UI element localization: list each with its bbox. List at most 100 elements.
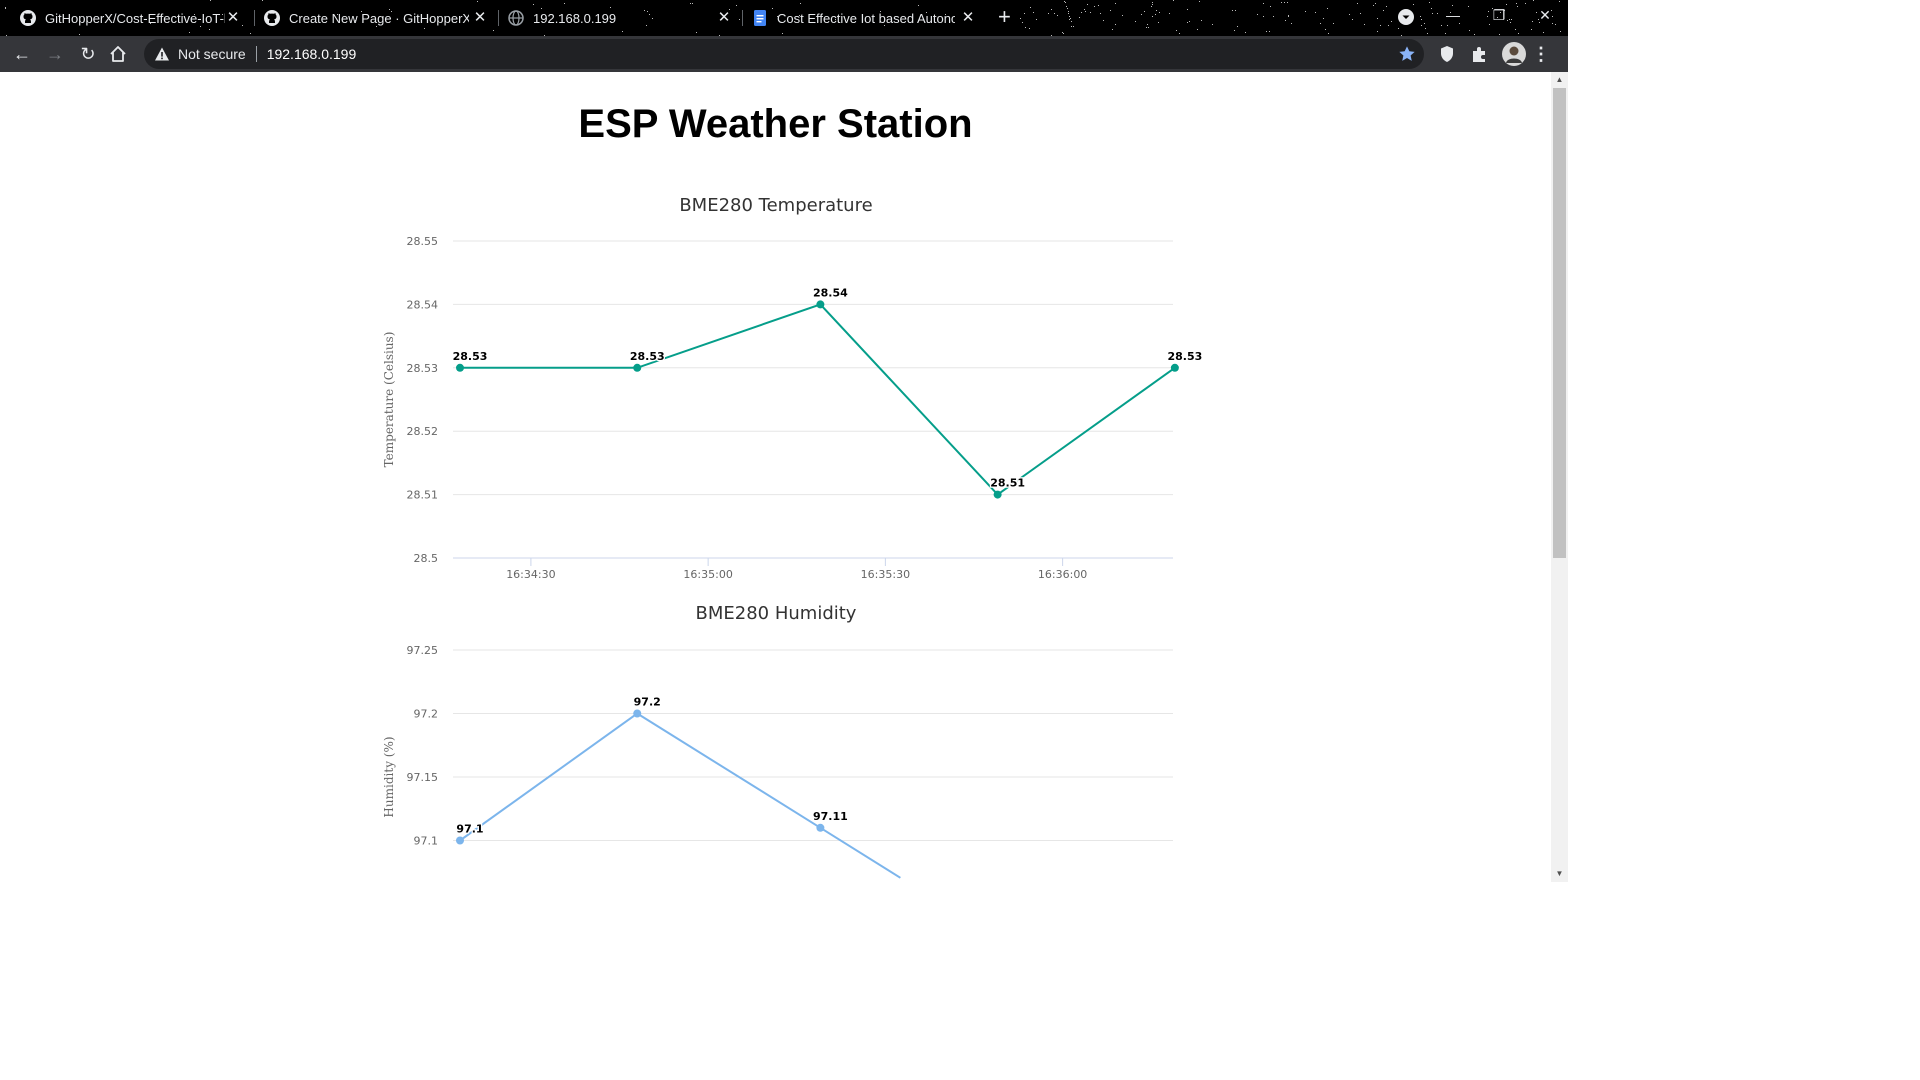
star-dot	[1197, 28, 1199, 30]
tab-create-new-page[interactable]: Create New Page · GitHopperX/A ✕	[244, 0, 494, 36]
tab-google-doc[interactable]: Cost Effective Iot based Autonom ✕	[732, 0, 982, 36]
chrome-menu-icon[interactable]: ⋮	[1532, 44, 1550, 64]
globe-icon	[508, 10, 524, 26]
tab-close-icon[interactable]: ✕	[473, 9, 487, 26]
star-dot	[1064, 2, 1066, 4]
address-bar[interactable]: Not secure 192.168.0.199	[144, 39, 1424, 69]
data-label: 97.1	[456, 823, 483, 836]
star-dot	[1066, 7, 1068, 9]
star-dot	[1351, 19, 1353, 21]
star-dot	[493, 29, 495, 31]
star-dot	[563, 2, 565, 4]
minimize-icon[interactable]: —	[1446, 7, 1460, 23]
star-dot	[1375, 2, 1377, 4]
star-dot	[1332, 23, 1334, 25]
star-dot	[1186, 8, 1188, 10]
star-dot	[1421, 18, 1423, 20]
star-dot	[649, 13, 651, 15]
star-dot	[1398, 27, 1400, 29]
star-dot	[1084, 11, 1086, 13]
star-dot	[262, 0, 264, 2]
star-dot	[1486, 15, 1488, 17]
star-dot	[540, 8, 542, 10]
page-viewport: ESP Weather Station BME280 Temperature 28…	[0, 72, 1551, 882]
tab-search-chevron-icon[interactable]	[1398, 9, 1414, 25]
star-dot	[1280, 2, 1282, 4]
star-dot	[1065, 5, 1067, 7]
star-dot	[242, 25, 244, 27]
chart-title: BME280 Temperature	[679, 195, 872, 216]
star-dot	[1067, 10, 1069, 12]
data-label: 97.2	[634, 696, 661, 709]
tab-weather-station[interactable]: 192.168.0.199 ✕	[488, 0, 738, 36]
star-dot	[1150, 5, 1152, 7]
star-dot	[1023, 12, 1025, 14]
scrollbar-thumb[interactable]	[1553, 88, 1566, 558]
tab-close-icon[interactable]: ✕	[226, 9, 240, 26]
star-dot	[1506, 3, 1508, 5]
star-dot	[1510, 21, 1512, 23]
back-arrow-icon[interactable]: ←	[13, 44, 31, 64]
tab-close-icon[interactable]: ✕	[717, 9, 731, 26]
star-dot	[1445, 32, 1447, 34]
star-dot	[1506, 19, 1508, 21]
star-dot	[880, 10, 882, 12]
star-dot	[1257, 13, 1259, 15]
new-tab-plus-icon[interactable]: +	[998, 4, 1011, 29]
star-dot	[1071, 21, 1073, 23]
star-dot	[621, 31, 623, 33]
reload-icon[interactable]: ↻	[80, 44, 96, 64]
vertical-scrollbar[interactable]: ▲ ▼	[1551, 72, 1568, 882]
scroll-up-arrow-icon[interactable]: ▲	[1555, 75, 1564, 84]
star-dot	[718, 34, 720, 36]
star-dot	[1420, 24, 1422, 26]
star-dot	[1437, 12, 1439, 14]
star-dot	[1114, 24, 1116, 26]
star-dot	[1286, 1, 1288, 3]
star-dot	[1035, 19, 1037, 21]
y-tick-label: 97.1	[414, 835, 439, 848]
star-dot	[1376, 17, 1378, 19]
star-dot	[1063, 33, 1064, 35]
star-dot	[1211, 23, 1213, 25]
profile-avatar[interactable]	[1502, 42, 1526, 66]
star-dot	[391, 11, 393, 13]
tab-title: Create New Page · GitHopperX/A	[289, 10, 469, 26]
star-dot	[1468, 6, 1470, 8]
star-dot	[1029, 28, 1031, 30]
star-dot	[1080, 11, 1082, 13]
star-dot	[1290, 22, 1292, 24]
shield-extension-icon[interactable]	[1437, 44, 1457, 64]
star-dot	[1143, 10, 1145, 12]
star-dot	[925, 12, 927, 14]
data-label: 97.11	[813, 810, 848, 823]
star-dot	[800, 2, 802, 4]
star-dot	[799, 14, 801, 16]
star-dot	[1388, 25, 1390, 27]
bookmark-star-icon[interactable]	[1398, 45, 1416, 63]
restore-icon[interactable]: ❐	[1492, 7, 1506, 23]
tab-close-icon[interactable]: ✕	[961, 9, 975, 26]
url-text[interactable]: 192.168.0.199	[266, 46, 357, 62]
extensions-puzzle-icon[interactable]	[1470, 44, 1490, 64]
star-dot	[1266, 31, 1268, 33]
star-dot	[1327, 7, 1329, 9]
star-dot	[1538, 18, 1540, 20]
star-dot	[1509, 19, 1511, 20]
humidity-chart: BME280 Humidity 97.25 97.2 97.15 97.1 Humidit…	[382, 603, 1173, 879]
star-dot	[651, 17, 653, 19]
y-tick-label: 28.52	[407, 425, 439, 438]
y-tick-label: 28.55	[407, 235, 439, 248]
y-tick-label: 28.51	[407, 489, 439, 502]
star-dot	[1288, 15, 1290, 17]
star-dot	[1488, 10, 1490, 12]
security-label[interactable]: Not secure	[178, 46, 246, 62]
warning-triangle-icon[interactable]	[154, 46, 170, 62]
tab-github-repo[interactable]: GitHopperX/Cost-Effective-IoT-b ✕	[0, 0, 250, 36]
forward-arrow-icon[interactable]: →	[46, 44, 64, 64]
star-dot	[1178, 32, 1180, 34]
home-icon[interactable]	[108, 44, 128, 64]
close-window-icon[interactable]: ✕	[1539, 7, 1551, 23]
star-dot	[1450, 12, 1452, 14]
scroll-down-arrow-icon[interactable]: ▼	[1555, 869, 1564, 878]
